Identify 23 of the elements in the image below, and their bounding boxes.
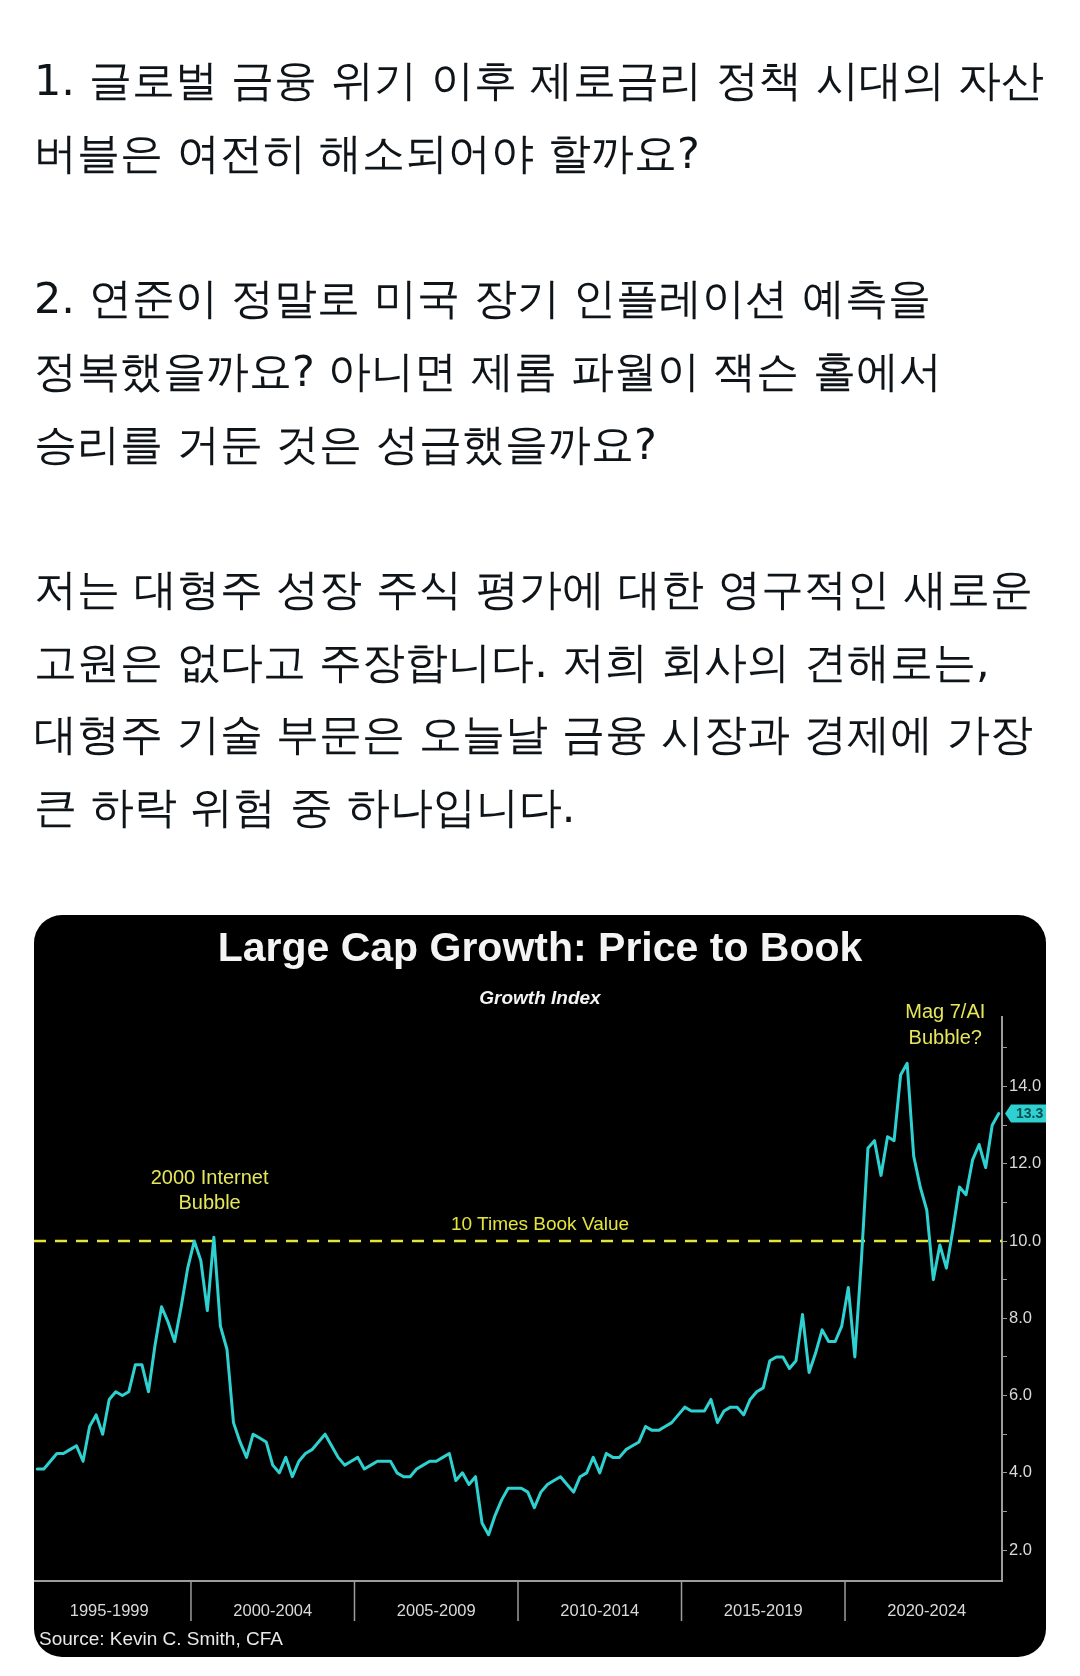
x-tick-label: 2010-2014: [560, 1601, 640, 1620]
y-tick-label: 10.0: [1009, 1230, 1042, 1249]
y-tick-label: 4.0: [1009, 1462, 1032, 1481]
chart-subtitle: Growth Index: [479, 987, 601, 1008]
y-tick-label: 6.0: [1009, 1385, 1032, 1404]
ref-line-label: 10 Times Book Value: [450, 1212, 630, 1234]
x-tick-label: 2020-2024: [887, 1601, 967, 1620]
y-tick-label: 2.0: [1009, 1539, 1032, 1558]
annotation: 2000 Internet Bubble: [149, 1164, 270, 1216]
text: 2. 연준이 정말로 미국 장기 인플레이션 예측을 정복했을까요? 아니면 제롬 파월이 잭슨 홀에서 승리를 거둔 것은 성급했을까요?: [34, 272, 944, 471]
x-tick-label: 1995-1999: [69, 1601, 149, 1620]
x-tick-label: 2005-2009: [396, 1601, 476, 1620]
y-tick-label: 14.0: [1009, 1076, 1042, 1095]
y-tick-label: 8.0: [1009, 1307, 1032, 1326]
text: 저는 대형주 성장 주식 평가에 대한 영구적인 새로운 고원은 없다고 주장합니다. 저희 회사의 견해로는, 대형주 기술 부문은 오늘날 금융 시장과 경제에 가장 큰 하락 위험 중 하나입니다.: [34, 562, 1034, 834]
text: 1. 글로벌 금융 위기 이후 제로금리 정책 시대의 자산 버블은 여전히 해소되어야 할까요?: [34, 54, 1046, 180]
annotation: Mag 7/AI Bubble?: [904, 998, 987, 1050]
source-note: Source: Kevin C. Smith, CFA: [39, 1627, 283, 1651]
data-label: 13.3: [1016, 1105, 1044, 1122]
x-tick-label: 2000-2004: [233, 1601, 313, 1620]
chart-title: Large Cap Growth: Price to Book: [216, 923, 864, 971]
x-tick-label: 2015-2019: [723, 1601, 803, 1620]
y-tick-label: 12.0: [1009, 1153, 1042, 1172]
